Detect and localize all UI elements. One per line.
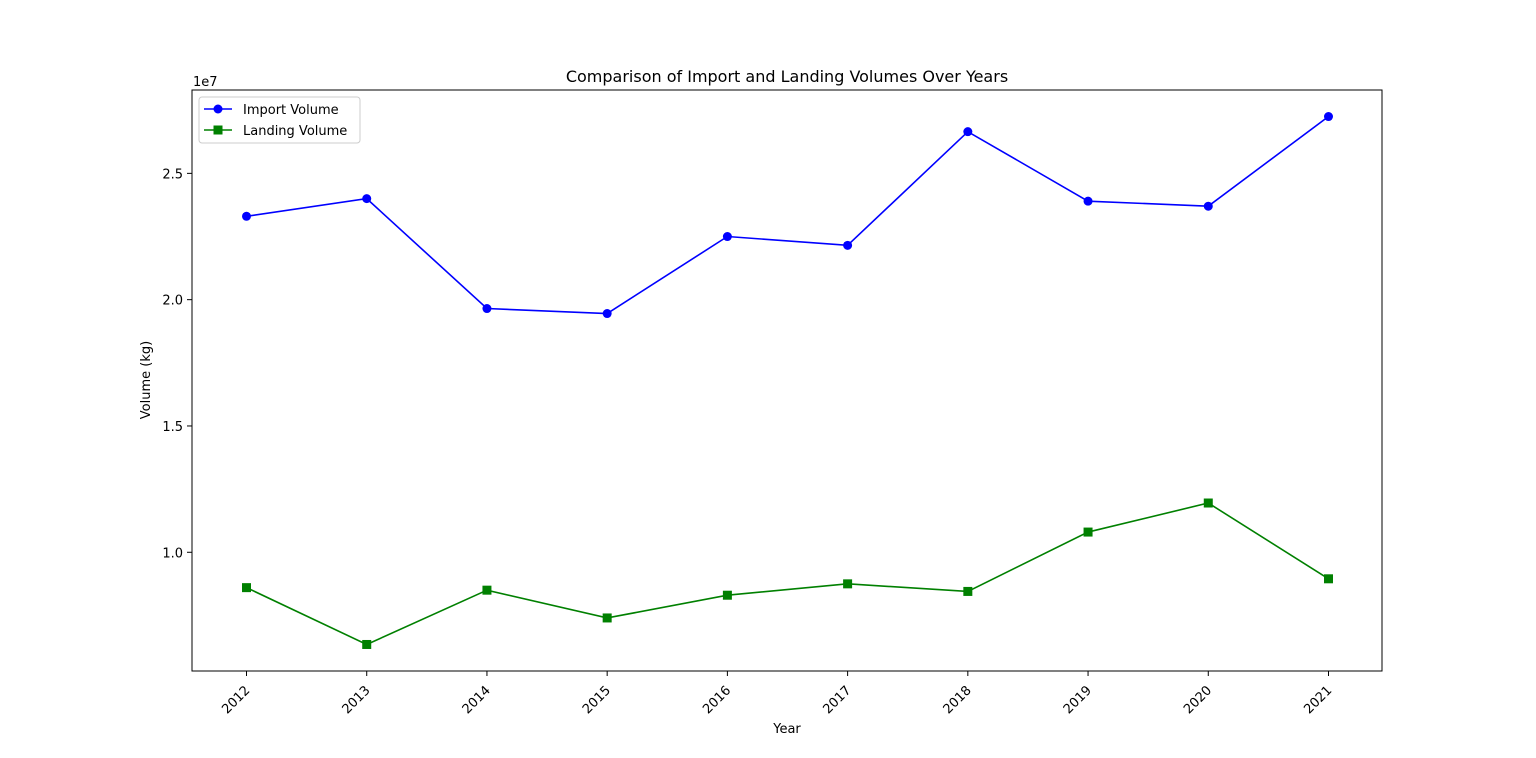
y-tick-label: 1.5 bbox=[162, 420, 183, 435]
data-point bbox=[722, 232, 732, 242]
y-axis-label: Volume (kg) bbox=[139, 341, 154, 419]
data-point bbox=[963, 127, 973, 137]
y-tick-label: 1.0 bbox=[162, 546, 183, 561]
data-point bbox=[362, 639, 372, 649]
series-import-volume bbox=[242, 112, 1333, 319]
data-point bbox=[1324, 112, 1333, 122]
y-axis-offset-label: 1e7 bbox=[193, 75, 218, 90]
data-point bbox=[602, 309, 612, 319]
data-point bbox=[602, 613, 612, 623]
legend-box bbox=[198, 96, 361, 144]
data-point bbox=[362, 194, 372, 204]
chart-title: Comparison of Import and Landing Volumes… bbox=[566, 67, 1008, 86]
legend-label: Import Volume bbox=[243, 103, 339, 118]
data-point bbox=[722, 590, 732, 600]
y-tick-label: 2.5 bbox=[162, 167, 183, 182]
data-point bbox=[482, 304, 492, 314]
data-point bbox=[963, 586, 973, 596]
y-tick-label: 2.0 bbox=[162, 294, 183, 309]
data-point bbox=[1203, 201, 1213, 211]
data-point bbox=[242, 583, 251, 593]
legend: Import Volume Landing Volume bbox=[198, 96, 361, 144]
data-point bbox=[1203, 498, 1213, 508]
y-axis-ticks: 1.0 1.5 2.0 2.5 bbox=[162, 167, 192, 561]
data-point bbox=[843, 579, 853, 589]
data-point bbox=[1083, 527, 1093, 537]
series-layer bbox=[242, 112, 1333, 649]
data-point bbox=[1324, 574, 1333, 584]
series-line bbox=[246, 115, 1329, 315]
data-point bbox=[843, 240, 853, 250]
data-point bbox=[482, 585, 492, 595]
data-point bbox=[1083, 196, 1093, 206]
series-landing-volume bbox=[242, 498, 1333, 649]
x-axis-label: Year bbox=[772, 722, 801, 737]
plot-area-frame bbox=[191, 89, 1383, 672]
data-point bbox=[242, 211, 251, 221]
legend-marker bbox=[213, 125, 223, 135]
legend-label: Landing Volume bbox=[243, 124, 347, 139]
series-line bbox=[246, 502, 1329, 646]
legend-marker bbox=[213, 104, 223, 114]
